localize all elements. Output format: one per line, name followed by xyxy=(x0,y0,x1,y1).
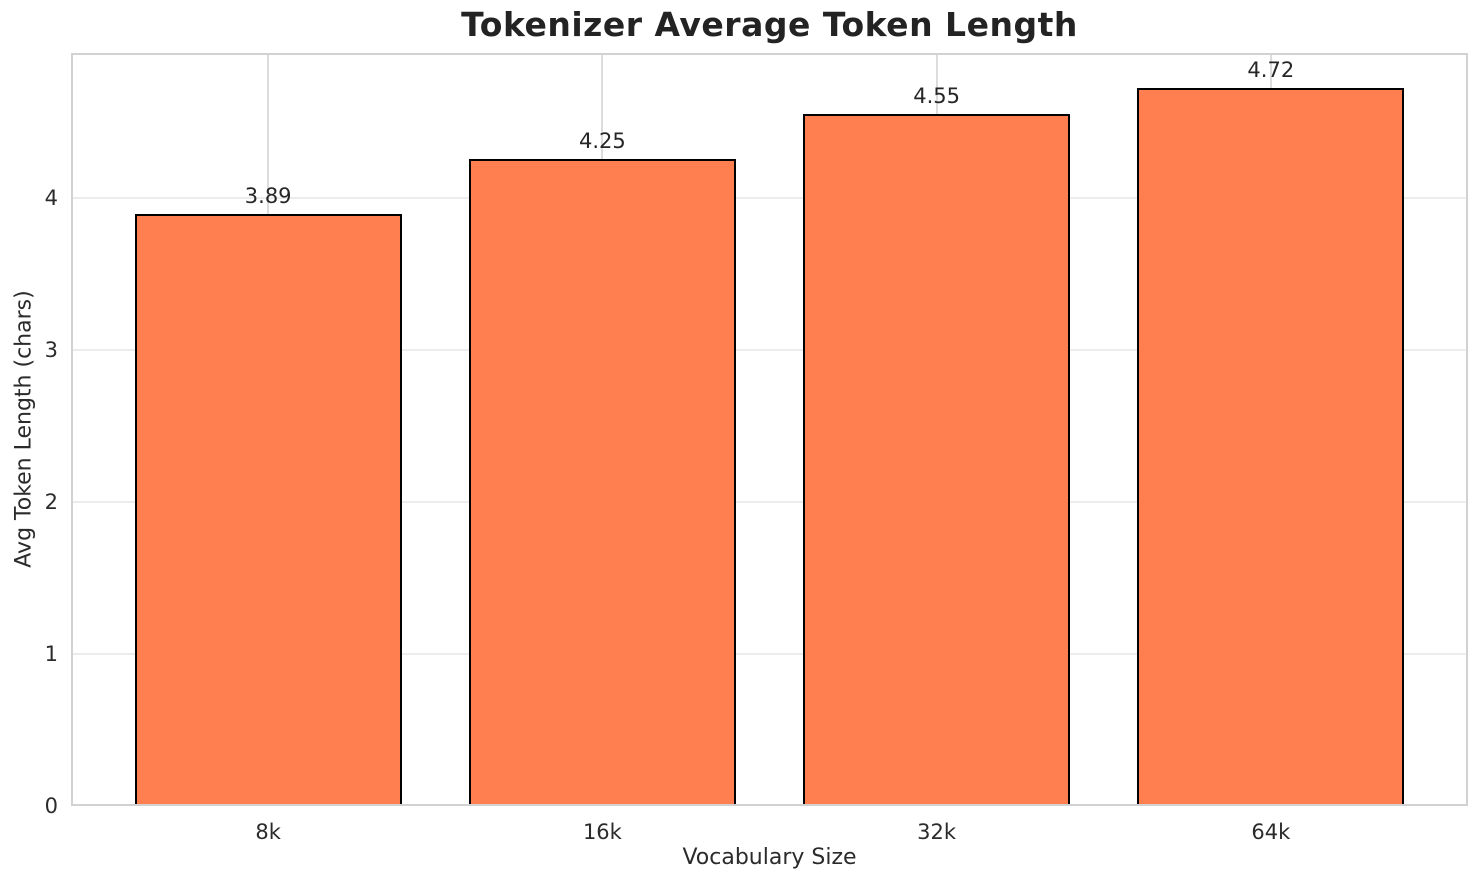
bar-value-label: 3.89 xyxy=(244,184,292,209)
bar xyxy=(468,159,737,806)
gridline-horizontal xyxy=(71,652,1468,655)
gridline-horizontal xyxy=(71,500,1468,503)
y-tick-label: 1 xyxy=(44,641,58,666)
bar xyxy=(802,113,1071,806)
y-tick-label: 3 xyxy=(44,337,58,362)
y-tick-label: 2 xyxy=(44,489,58,514)
x-axis-label: Vocabulary Size xyxy=(682,845,857,870)
bar-value-label: 4.72 xyxy=(1247,57,1295,82)
bar-value-label: 4.55 xyxy=(913,83,960,108)
bar xyxy=(1137,87,1405,806)
bar xyxy=(134,214,402,806)
x-tick-label: 8k xyxy=(255,820,281,844)
chart-title: Tokenizer Average Token Length xyxy=(461,5,1078,44)
x-tick-label: 32k xyxy=(917,820,957,844)
bar-value-label: 4.25 xyxy=(579,129,626,154)
x-tick-label: 64k xyxy=(1251,820,1291,844)
gridline-horizontal xyxy=(71,348,1468,351)
y-tick-label: 0 xyxy=(44,794,58,818)
gridline-horizontal xyxy=(71,196,1468,199)
y-axis-label: Avg Token Length (chars) xyxy=(11,290,37,568)
x-tick-label: 16k xyxy=(582,820,622,844)
y-tick-label: 4 xyxy=(44,185,58,210)
